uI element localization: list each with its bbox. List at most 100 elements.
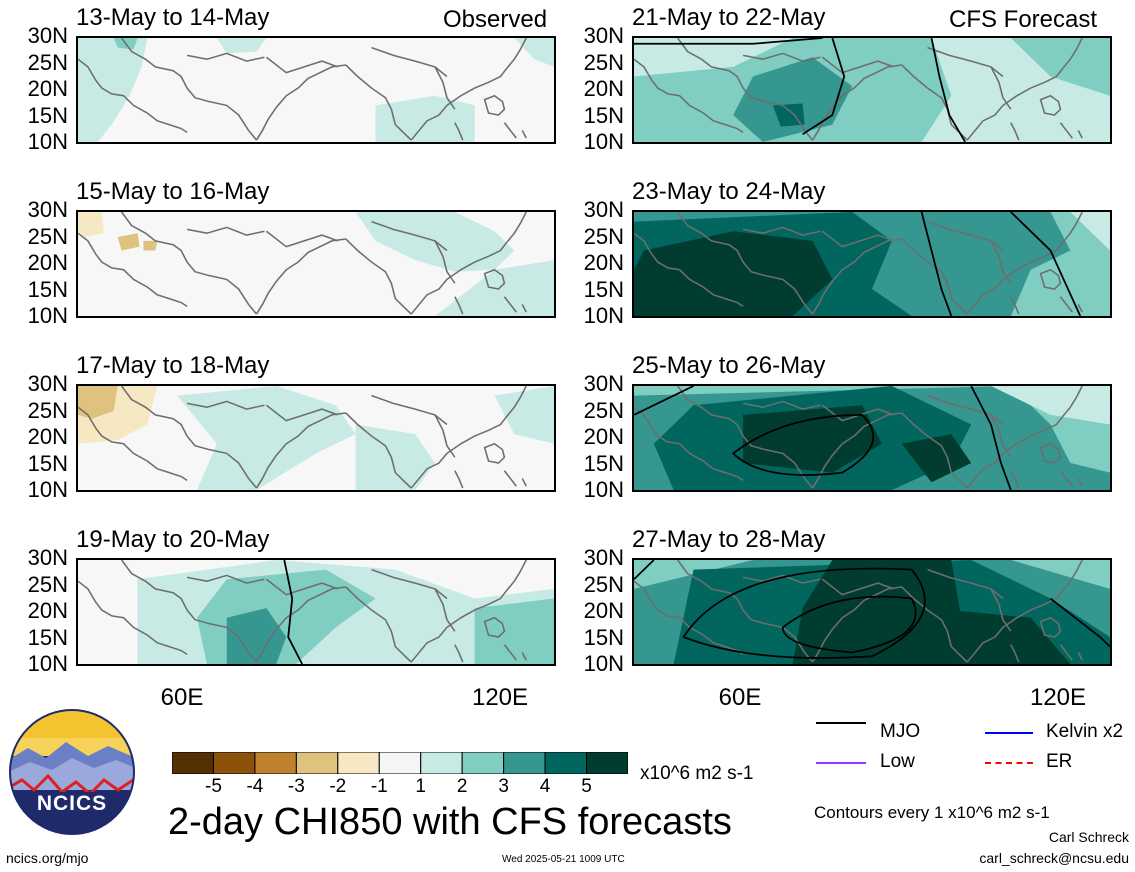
map-panel (76, 558, 556, 666)
map-panel (632, 384, 1112, 492)
colorbar-tick: -1 (370, 776, 388, 797)
low-legend-line (816, 762, 866, 764)
author-name: Carl Schreck (1048, 829, 1129, 845)
map-panel (76, 210, 556, 318)
lat-tick: 10N (27, 477, 68, 502)
colorbar-tick: -5 (205, 776, 222, 797)
panel-title: 17-May to 18-May (76, 352, 270, 379)
ncics-logo-graphic (9, 709, 135, 835)
colorbar-tick: 5 (581, 776, 592, 797)
lat-tick: 25N (27, 397, 68, 423)
map-field (634, 212, 1110, 316)
colorbar-swatch (586, 752, 628, 774)
lat-tick: 25N (583, 571, 624, 597)
map-field (634, 560, 1110, 664)
lat-tick: 10N (583, 129, 624, 154)
colorbar-tick: 4 (539, 776, 551, 797)
lat-tick: 15N (583, 102, 624, 128)
timestamp: Wed 2025-05-21 1009 UTC (502, 854, 625, 865)
ncics-logo: NCICS (8, 708, 136, 836)
panel-title: 25-May to 26-May (632, 352, 826, 379)
colorbar-swatch (254, 752, 297, 774)
lat-tick: 20N (583, 424, 624, 449)
main-title: 2-day CHI850 with CFS forecasts (168, 801, 732, 843)
lat-tick: 20N (27, 76, 68, 101)
lat-tick: 30N (27, 371, 68, 396)
lat-tick: 15N (27, 102, 68, 128)
kelvin-legend-label: Kelvin x2 (1046, 721, 1124, 742)
lat-tick: 20N (583, 598, 624, 623)
map-field (634, 38, 1110, 142)
colorbar-tick: -4 (246, 776, 264, 797)
lat-tick: 10N (583, 651, 624, 676)
lat-tick: 20N (27, 424, 68, 449)
contours-note: Contours every 1 x10^6 m2 s-1 (814, 803, 1050, 822)
colorbar-tick: -2 (329, 776, 347, 797)
lat-tick: 10N (583, 303, 624, 328)
lat-tick: 15N (583, 624, 624, 650)
lat-tick: 25N (583, 223, 624, 249)
lat-tick: 25N (27, 571, 68, 597)
colorbar-tick: 1 (415, 776, 427, 797)
er-legend-label: ER (1046, 751, 1073, 772)
lat-tick: 30N (583, 23, 624, 48)
lat-tick: 25N (583, 49, 624, 75)
lat-tick: 25N (27, 49, 68, 75)
lat-tick: 15N (27, 276, 68, 302)
lat-tick: 20N (27, 250, 68, 275)
lat-tick: 30N (583, 197, 624, 222)
colorbar-swatch (378, 752, 422, 774)
lat-tick: 10N (27, 303, 68, 328)
map-field (78, 212, 554, 316)
low-legend-label: Low (880, 751, 915, 772)
lat-tick: 15N (27, 450, 68, 476)
observed-label: Observed (443, 6, 548, 33)
er-legend-line (985, 762, 1033, 764)
map-field (78, 560, 554, 664)
lat-tick: 30N (27, 197, 68, 222)
lat-tick: 20N (583, 76, 624, 101)
logo-text: NCICS (36, 792, 108, 815)
colorbar-tick: 2 (456, 776, 468, 797)
lat-tick: 15N (27, 624, 68, 650)
panel-title: 13-May to 14-May (76, 4, 270, 31)
panel-title: 15-May to 16-May (76, 178, 270, 205)
lat-tick: 15N (583, 450, 624, 476)
colorbar-tick: 3 (498, 776, 509, 797)
panel-title: 23-May to 24-May (632, 178, 826, 205)
map-panel (632, 210, 1112, 318)
map-panel (632, 36, 1112, 144)
lat-tick: 30N (583, 545, 624, 570)
panel-title: 19-May to 20-May (76, 526, 270, 553)
colorbar-swatch (337, 752, 380, 774)
colorbar (172, 752, 628, 774)
lat-tick: 15N (583, 276, 624, 302)
map-field (78, 38, 554, 142)
forecast-label: CFS Forecast (949, 6, 1098, 33)
lat-tick: 30N (583, 371, 624, 396)
colorbar-swatch (503, 752, 546, 774)
map-panel (76, 36, 556, 144)
map-field (78, 386, 554, 490)
panel-title: 27-May to 28-May (632, 526, 826, 553)
colorbar-swatch (295, 752, 339, 774)
kelvin-legend-line (985, 732, 1033, 734)
lon-tick-120e-left: 120E (471, 684, 529, 711)
mjo-legend-line (816, 722, 866, 724)
lat-tick: 25N (583, 397, 624, 423)
colorbar-tick: -3 (287, 776, 305, 797)
author-email: carl_schreck@ncsu.edu (979, 850, 1129, 866)
lon-tick-120e-right: 120E (1029, 684, 1087, 711)
lon-tick-60e-left: 60E (160, 684, 204, 711)
lat-tick: 30N (27, 23, 68, 48)
colorbar-swatch (420, 752, 463, 774)
lat-tick: 25N (27, 223, 68, 249)
map-field (634, 386, 1110, 490)
lat-tick: 10N (583, 477, 624, 502)
map-panel (632, 558, 1112, 666)
colorbar-swatch (212, 752, 256, 774)
mjo-legend-label: MJO (880, 721, 921, 742)
colorbar-swatch (172, 752, 214, 774)
lat-tick: 20N (27, 598, 68, 623)
colorbar-swatch (461, 752, 505, 774)
